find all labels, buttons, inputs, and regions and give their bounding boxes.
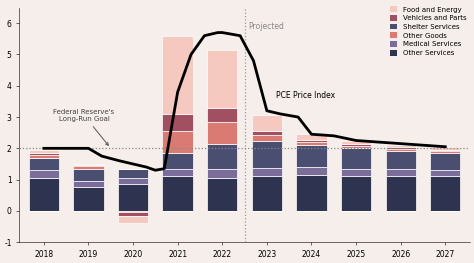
Bar <box>28 153 59 155</box>
Bar <box>252 115 282 131</box>
Bar <box>385 169 416 176</box>
Bar <box>207 169 237 178</box>
Bar <box>430 170 460 176</box>
Bar <box>296 142 327 145</box>
Text: PCE Price Index: PCE Price Index <box>276 91 335 100</box>
Bar <box>430 153 460 170</box>
Text: Projected: Projected <box>248 22 284 31</box>
Bar <box>73 164 104 165</box>
Bar <box>341 141 371 144</box>
Bar <box>207 122 237 144</box>
Bar <box>296 145 327 167</box>
Bar <box>385 147 416 149</box>
Bar <box>163 176 193 211</box>
Bar <box>296 175 327 211</box>
Bar <box>28 170 59 178</box>
Bar <box>430 176 460 211</box>
Bar <box>296 167 327 175</box>
Bar <box>28 150 59 153</box>
Bar <box>252 168 282 176</box>
Bar <box>118 184 148 211</box>
Bar <box>118 216 148 224</box>
Bar <box>252 131 282 135</box>
Bar <box>163 114 193 131</box>
Bar <box>341 146 371 148</box>
Bar <box>207 144 237 169</box>
Bar <box>73 166 104 169</box>
Bar <box>385 151 416 169</box>
Bar <box>341 169 371 176</box>
Bar <box>252 135 282 141</box>
Bar <box>430 150 460 151</box>
Bar <box>341 144 371 146</box>
Bar <box>252 176 282 211</box>
Bar <box>28 178 59 211</box>
Bar <box>341 148 371 169</box>
Bar <box>28 158 59 170</box>
Bar <box>207 108 237 122</box>
Bar <box>28 155 59 158</box>
Bar <box>385 149 416 151</box>
Bar <box>118 213 148 216</box>
Bar <box>207 178 237 211</box>
Bar <box>385 145 416 147</box>
Bar <box>252 141 282 168</box>
Bar <box>341 176 371 211</box>
Bar <box>73 188 104 211</box>
Bar <box>118 178 148 184</box>
Bar <box>430 151 460 153</box>
Bar <box>163 153 193 169</box>
Bar <box>296 134 327 140</box>
Bar <box>207 50 237 108</box>
Bar <box>163 131 193 153</box>
Bar <box>73 181 104 188</box>
Bar <box>118 211 148 213</box>
Bar <box>296 140 327 142</box>
Bar <box>385 176 416 211</box>
Bar <box>163 36 193 114</box>
Text: Federal Reserve's
Long-Run Goal: Federal Reserve's Long-Run Goal <box>54 109 115 145</box>
Bar <box>118 169 148 178</box>
Bar <box>430 147 460 150</box>
Bar <box>73 169 104 181</box>
Legend: Food and Energy, Vehicles and Parts, Shelter Services, Other Goods, Medical Serv: Food and Energy, Vehicles and Parts, She… <box>387 3 469 59</box>
Bar <box>73 165 104 166</box>
Bar <box>163 169 193 176</box>
